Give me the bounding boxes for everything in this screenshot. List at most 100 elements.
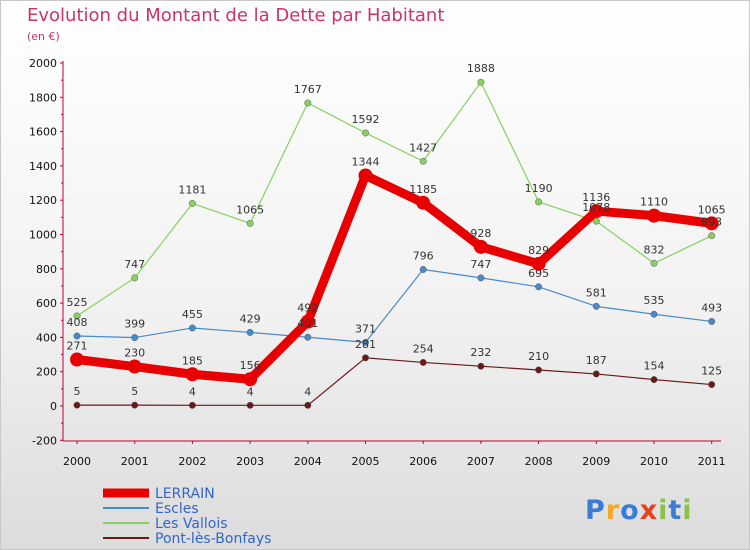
series-line-les-vallois (76, 81, 712, 317)
data-label-pont-l-s-bonfays: 187 (586, 354, 607, 367)
data-point-pont-l-s-bonfays (304, 401, 312, 409)
data-point-lerrain (704, 216, 719, 231)
data-label-pont-l-s-bonfays: 254 (413, 342, 434, 355)
y-tick-label: 1800 (29, 91, 57, 104)
x-tick-label: 2007 (467, 455, 495, 468)
data-point-pont-l-s-bonfays (73, 401, 81, 409)
data-label-les-vallois: 1767 (294, 83, 322, 96)
legend-label-lerrain: LERRAIN (155, 486, 215, 502)
data-point-escles (188, 324, 196, 332)
data-point-lerrain (185, 367, 200, 382)
legend-label-escles: Escles (155, 501, 199, 517)
y-tick-label: 1200 (29, 194, 57, 207)
data-point-les-vallois (477, 78, 485, 86)
data-label-pont-l-s-bonfays: 4 (189, 385, 196, 398)
data-point-les-vallois (73, 312, 81, 320)
data-label-les-vallois: 1592 (352, 113, 380, 126)
series-line-lerrain (76, 171, 713, 384)
y-tick-label: 1000 (29, 229, 57, 242)
x-tick-label: 2003 (236, 455, 264, 468)
data-label-pont-l-s-bonfays: 125 (701, 365, 722, 378)
y-tick-label: 400 (36, 331, 57, 344)
data-label-escles: 535 (644, 294, 665, 307)
data-label-les-vallois: 1065 (236, 203, 264, 216)
data-label-lerrain: 1136 (582, 191, 610, 204)
data-label-lerrain: 271 (67, 340, 88, 353)
x-tick-label: 2001 (121, 455, 149, 468)
data-label-lerrain: 492 (297, 302, 318, 315)
chart-title: Evolution du Montant de la Dette par Hab… (27, 5, 445, 26)
data-label-escles: 455 (182, 308, 203, 321)
x-tick-label: 2008 (525, 455, 553, 468)
y-tick-label: 1600 (29, 126, 57, 139)
data-point-lerrain (589, 204, 604, 219)
data-point-lerrain (647, 208, 661, 223)
data-point-les-vallois (246, 219, 254, 227)
data-label-escles: 429 (240, 312, 261, 325)
data-point-escles (708, 318, 716, 325)
legend-label-les-vallois: Les Vallois (155, 516, 228, 532)
y-tick-label: 200 (36, 366, 57, 379)
data-point-les-vallois (650, 259, 658, 267)
data-label-escles: 401 (297, 317, 318, 330)
y-tick-label: 0 (50, 400, 57, 413)
data-label-pont-l-s-bonfays: 210 (528, 350, 549, 363)
data-label-lerrain: 1065 (698, 203, 726, 216)
data-point-pont-l-s-bonfays (362, 354, 369, 362)
data-point-escles (592, 302, 600, 310)
data-label-pont-l-s-bonfays: 4 (247, 385, 254, 398)
data-label-les-vallois: 1190 (525, 182, 553, 195)
data-label-escles: 399 (124, 318, 145, 331)
data-label-lerrain: 230 (124, 347, 145, 360)
x-tick-label: 2002 (178, 455, 206, 468)
data-point-lerrain (358, 168, 373, 183)
data-label-lerrain: 156 (240, 359, 261, 372)
data-label-escles: 695 (528, 267, 549, 280)
data-point-pont-l-s-bonfays (188, 401, 196, 409)
data-point-escles (419, 266, 427, 273)
data-point-escles (362, 338, 369, 346)
data-label-les-vallois: 1078 (582, 201, 610, 214)
data-point-pont-l-s-bonfays (246, 401, 254, 409)
data-label-les-vallois: 1427 (409, 141, 437, 154)
data-label-lerrain: 1110 (640, 196, 668, 209)
y-tick-label: 1400 (29, 160, 57, 173)
data-label-escles: 796 (413, 249, 434, 262)
data-label-escles: 747 (470, 258, 491, 271)
data-point-escles (304, 333, 312, 341)
series-line-pont-l-s-bonfays (77, 357, 712, 406)
data-point-pont-l-s-bonfays (535, 366, 543, 374)
data-point-lerrain (70, 352, 84, 367)
data-point-les-vallois (304, 99, 312, 107)
x-tick-label: 2010 (640, 455, 668, 468)
data-label-lerrain: 1344 (352, 156, 380, 169)
data-label-escles: 408 (67, 316, 88, 329)
y-tick-label: 800 (36, 263, 57, 276)
data-label-pont-l-s-bonfays: 232 (470, 346, 491, 359)
data-point-escles (650, 310, 658, 318)
data-point-pont-l-s-bonfays (708, 381, 716, 389)
data-point-les-vallois (535, 198, 543, 206)
data-point-les-vallois (708, 232, 716, 240)
x-tick-label: 2006 (409, 455, 437, 468)
data-label-lerrain: 829 (528, 244, 549, 257)
data-point-lerrain (473, 239, 488, 254)
data-label-les-vallois: 1181 (178, 183, 206, 196)
data-label-pont-l-s-bonfays: 281 (355, 338, 376, 351)
data-point-escles (131, 334, 139, 342)
data-point-pont-l-s-bonfays (131, 401, 139, 409)
data-label-les-vallois: 832 (644, 243, 665, 256)
data-point-pont-l-s-bonfays (419, 358, 427, 366)
data-point-lerrain (243, 372, 258, 387)
data-point-escles (477, 274, 485, 282)
data-label-escles: 581 (586, 286, 607, 299)
data-point-les-vallois (362, 129, 369, 137)
data-point-pont-l-s-bonfays (592, 370, 600, 378)
data-label-les-vallois: 1888 (467, 62, 495, 75)
data-label-lerrain: 1185 (409, 183, 437, 196)
data-point-lerrain (127, 359, 142, 374)
data-point-les-vallois (131, 274, 139, 282)
data-label-les-vallois: 747 (124, 258, 145, 271)
data-label-lerrain: 928 (470, 227, 491, 240)
